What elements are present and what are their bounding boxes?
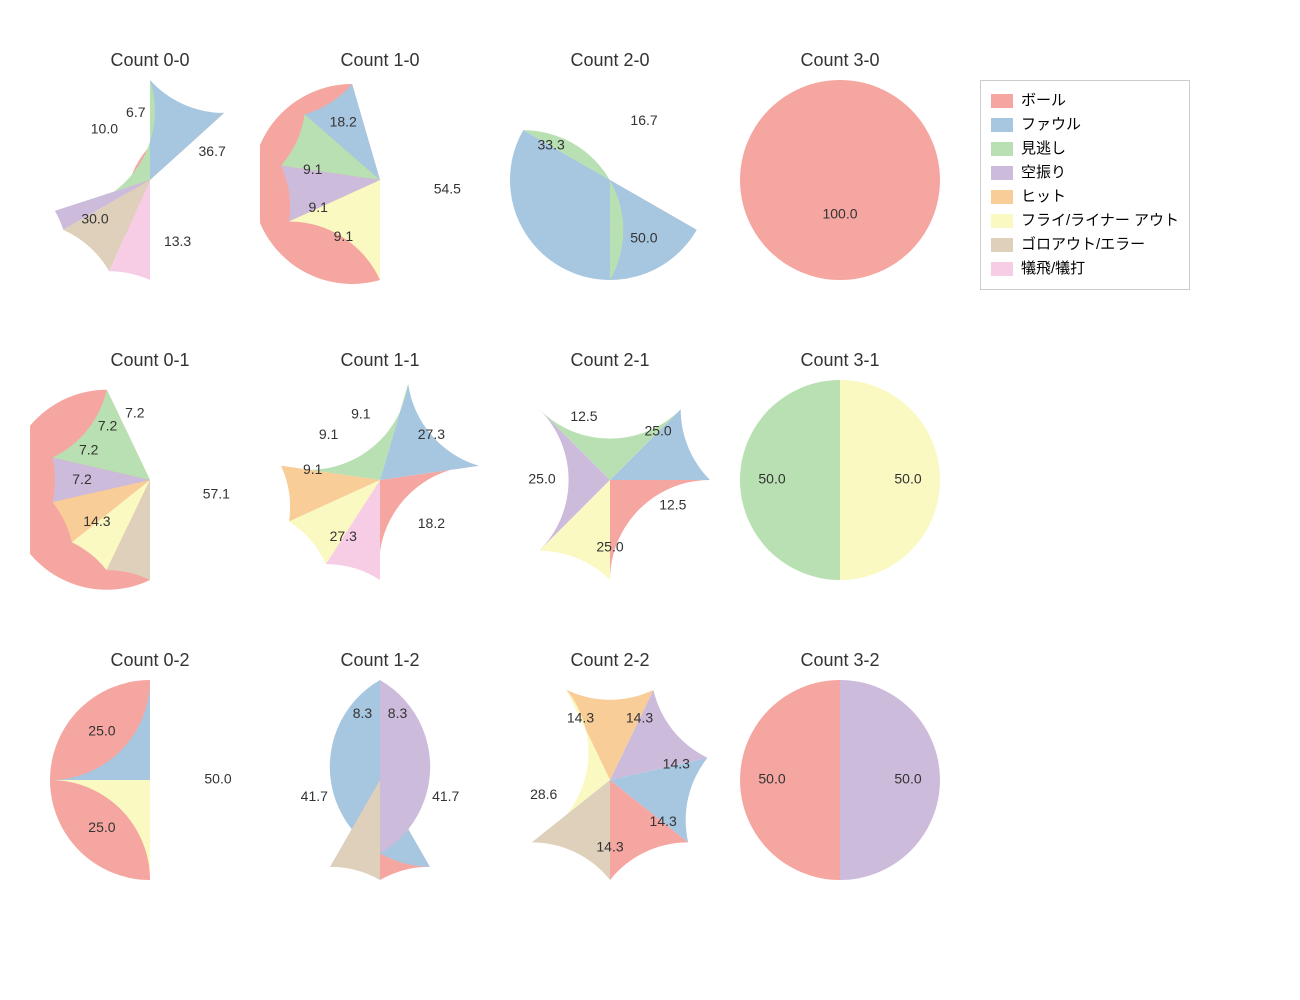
legend-item: 空振り [991,161,1179,185]
pie-slice [610,480,710,580]
pie-slice-label: 10.0 [91,120,118,136]
legend-swatch [991,142,1013,156]
pie-slice-label: 7.2 [98,418,118,434]
pie-slice-label: 25.0 [88,723,115,739]
pie-slice-label: 9.1 [303,161,323,177]
pie-slice-label: 9.1 [334,228,354,244]
pie-chart: 57.1 14.3 7.2 7.2 7.2 7.2 [30,360,270,600]
pie-slice-label: 14.3 [596,839,623,855]
pie-slice-label: 8.3 [353,705,373,721]
pie-slice-label: 50.0 [758,771,785,787]
pie-slice [740,680,840,880]
pie-chart: 100.0 [720,60,960,300]
pie-slice-label: 6.7 [126,104,146,120]
legend-label: 犠飛/犠打 [1021,257,1085,281]
pie-chart: 50.0 50.0 [720,660,960,900]
pie-slice-label: 12.5 [659,497,686,513]
legend-swatch [991,262,1013,276]
pie-slice-label: 9.1 [351,405,371,421]
pie-slice-label: 25.0 [88,819,115,835]
legend-label: フライ/ライナー アウト [1021,209,1179,233]
pie-slice-label: 41.7 [432,788,459,804]
legend-item: 見逃し [991,137,1179,161]
pie-slice-label: 36.7 [199,143,226,159]
pie-slice-label: 57.1 [203,486,230,502]
pie-slice-label: 25.0 [644,423,671,439]
pie-slice-label: 25.0 [528,471,555,487]
pie-slice [740,80,940,280]
chart-grid: Count 0-036.713.330.010.06.7Count 1-054.… [0,0,1300,1000]
pie-slice [740,380,840,580]
pie-slice-label: 50.0 [758,471,785,487]
pie-slice-label: 9.1 [303,461,323,477]
pie-chart: 27.3 18.2 27.3 9.1 9.1 9.1 [260,360,500,600]
pie-chart: 25.0 12.5 25.0 25.0 12.5 [490,360,730,600]
pie-slice-label: 7.2 [79,441,99,457]
pie-slice-label: 16.7 [630,112,657,128]
legend-label: 空振り [1021,161,1066,185]
pie-slice-label: 14.3 [663,756,690,772]
pie-chart: 36.7 13.3 30.0 10.0 6.7 [30,60,270,300]
pie-slice-label: 100.0 [822,206,857,222]
legend-swatch [991,214,1013,228]
legend: ボールファウル見逃し空振りヒットフライ/ライナー アウトゴロアウト/エラー犠飛/… [980,80,1190,290]
legend-item: フライ/ライナー アウト [991,209,1179,233]
pie-slice [150,80,224,180]
pie-chart: 16.7 50.0 33.3 [490,60,730,300]
pie-slice-label: 41.7 [301,788,328,804]
pie-slice-label: 30.0 [81,211,108,227]
pie-slice-label: 18.2 [418,515,445,531]
pie-slice [840,680,940,880]
pie-slice-label: 28.6 [530,786,557,802]
legend-swatch [991,94,1013,108]
pie-slice-label: 7.2 [72,471,92,487]
pie-slice-label: 14.3 [567,709,594,725]
legend-label: 見逃し [1021,137,1066,161]
legend-label: ファウル [1021,113,1081,137]
pie-chart: 8.3 41.7 41.7 8.3 [260,660,500,900]
legend-item: ゴロアウト/エラー [991,233,1179,257]
legend-swatch [991,166,1013,180]
legend-swatch [991,238,1013,252]
legend-item: ボール [991,89,1179,113]
legend-label: ヒット [1021,185,1066,209]
pie-chart: 54.5 9.1 9.1 9.1 18.2 [260,60,500,300]
legend-label: ゴロアウト/エラー [1021,233,1145,257]
legend-swatch [991,118,1013,132]
pie-slice-label: 18.2 [330,114,357,130]
pie-chart: 50.0 50.0 [720,360,960,600]
pie-slice-label: 14.3 [83,513,110,529]
pie-slice-label: 7.2 [125,404,145,420]
pie-slice-label: 50.0 [894,771,921,787]
legend-swatch [991,190,1013,204]
pie-slice-label: 25.0 [596,539,623,555]
pie-slice-label: 54.5 [434,180,461,196]
pie-slice-label: 27.3 [330,528,357,544]
pie-slice-label: 12.5 [570,408,597,424]
pie-slice [840,380,940,580]
pie-slice-label: 14.3 [626,709,653,725]
pie-slice-label: 33.3 [538,137,565,153]
legend-item: ヒット [991,185,1179,209]
legend-item: ファウル [991,113,1179,137]
pie-slice-label: 50.0 [630,230,657,246]
pie-slice-label: 14.3 [650,813,677,829]
pie-slice-label: 27.3 [418,426,445,442]
pie-chart: 14.3 14.3 14.3 14.3 28.6 14.3 [490,660,730,900]
pie-slice-label: 9.1 [319,426,339,442]
pie-slice-label: 9.1 [308,199,328,215]
pie-slice-label: 50.0 [894,471,921,487]
legend-label: ボール [1021,89,1066,113]
legend-item: 犠飛/犠打 [991,257,1179,281]
pie-slice-label: 13.3 [164,233,191,249]
pie-slice-label: 8.3 [388,705,408,721]
pie-slice-label: 50.0 [204,771,231,787]
pie-chart: 50.0 25.0 25.0 [30,660,270,900]
